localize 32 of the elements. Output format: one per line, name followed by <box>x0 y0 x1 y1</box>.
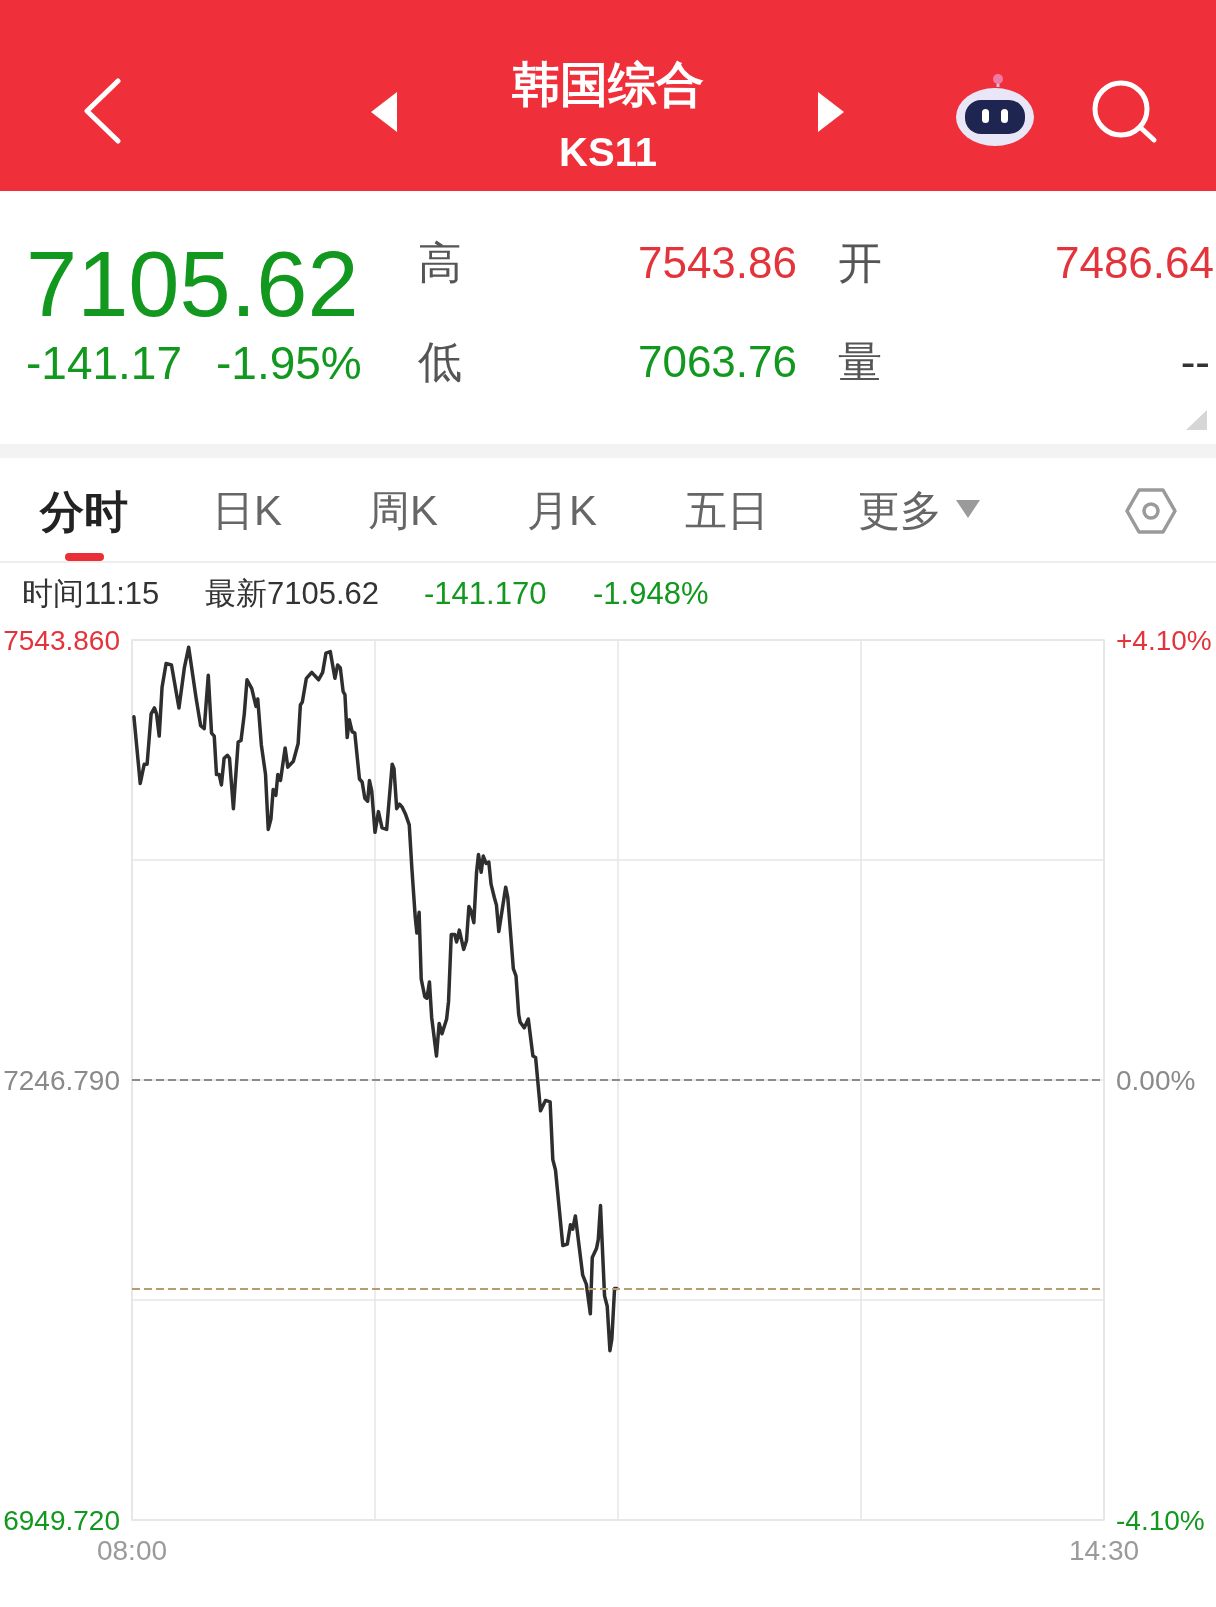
text: 周K <box>368 485 439 536</box>
y2-tick-label: 0.00% <box>1116 1064 1196 1096</box>
text: -- <box>1180 335 1210 388</box>
text: 低 <box>418 335 462 388</box>
text: 7486.64 <box>1054 236 1214 289</box>
text: -141.17 <box>26 336 183 392</box>
line-series <box>132 645 619 1353</box>
text: 7105.62 <box>26 231 359 337</box>
text: 量 <box>838 335 882 388</box>
text: -1.948% <box>593 575 709 613</box>
text: 最新7105.62 <box>205 575 380 613</box>
text: 分时 <box>40 485 128 538</box>
x-tick-label: 08:00 <box>96 1534 168 1566</box>
text: 高 <box>418 236 462 289</box>
y2-tick-label: +4.10% <box>1116 624 1212 656</box>
text: 开 <box>838 236 882 289</box>
text: 7543.86 <box>637 236 797 289</box>
text: 五日 <box>685 485 769 536</box>
text: 时间11:15 <box>22 575 160 613</box>
y2-tick-label: -4.10% <box>1116 1504 1205 1536</box>
x-tick-label: 14:30 <box>1068 1534 1140 1566</box>
chart-title: 韩国综合 <box>511 58 705 112</box>
y-tick-label: 6949.720 <box>3 1504 120 1536</box>
text: 7063.76 <box>637 335 797 388</box>
chart-subtitle: KS11 <box>558 130 658 174</box>
text: -141.170 <box>424 575 547 613</box>
text: -1.95% <box>216 336 362 392</box>
y-tick-label: 7246.790 <box>3 1064 120 1096</box>
text: 月K <box>527 485 598 536</box>
text: 日K <box>212 485 283 536</box>
y-tick-label: 7543.860 <box>3 624 120 656</box>
text: 更多 <box>858 485 942 536</box>
